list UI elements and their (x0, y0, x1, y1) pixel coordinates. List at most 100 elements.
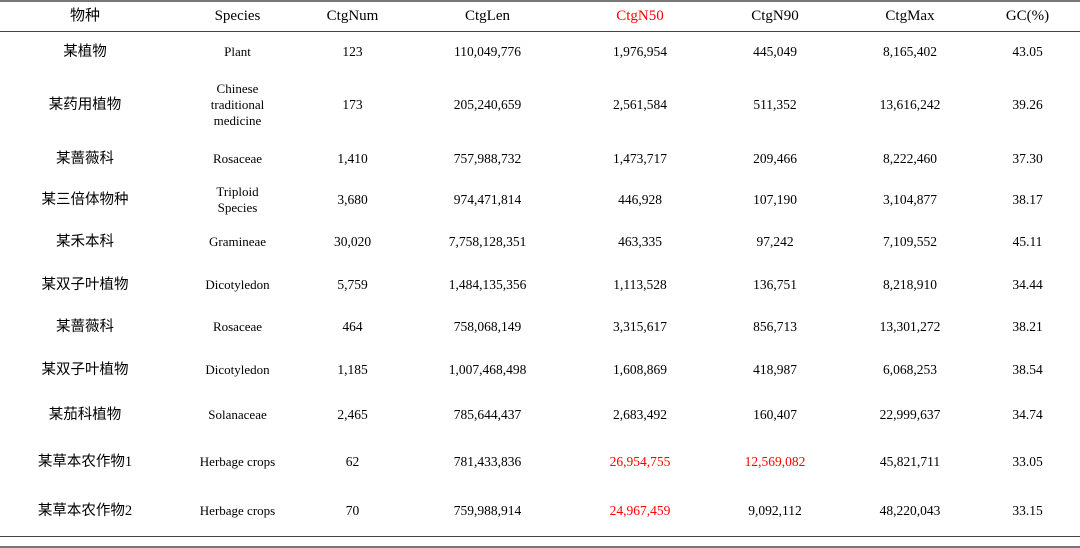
cell-ctgLen: 7,758,128,351 (448, 233, 527, 249)
cell-en: Plant (224, 43, 251, 59)
cell-ctgMax: 8,165,402 (883, 43, 937, 59)
cell-ctgNum: 1,185 (337, 361, 368, 377)
cell-cn: 某草本农作物2 (37, 502, 133, 519)
cell-ctgN50: 463,335 (618, 233, 662, 249)
col-header-ctgLen: CtgLen (465, 8, 510, 25)
cell-ctgN50: 1,976,954 (613, 43, 667, 59)
cell-gc: 45.11 (1012, 233, 1043, 249)
cell-cn: 某双子叶植物 (41, 361, 129, 378)
table-row: 某禾本科 Gramineae 30,020 7,758,128,351 463,335 9… (0, 220, 1080, 264)
cell-ctgMax: 3,104,877 (883, 191, 937, 207)
cell-ctgN50: 1,473,717 (613, 150, 667, 166)
cell-ctgN50: 26,954,755 (609, 453, 671, 469)
cell-ctgN90: 9,092,112 (748, 502, 802, 518)
cell-ctgN50: 2,683,492 (613, 406, 667, 422)
cell-ctgN90: 209,466 (753, 150, 797, 166)
cell-ctgNum: 2,465 (337, 406, 368, 422)
col-header-ctgMax: CtgMax (885, 8, 935, 25)
table-row: 某蔷薇科 Rosaceae 1,410 757,988,732 1,473,717 209… (0, 138, 1080, 180)
col-header-ctgN50: CtgN50 (616, 8, 664, 25)
cell-gc: 38.17 (1012, 191, 1043, 207)
cell-en: Dicotyledon (205, 276, 270, 292)
bottom-spacer (0, 537, 1080, 546)
table-row: 某双子叶植物 Dicotyledon 5,759 1,484,135,356 1,113… (0, 264, 1080, 306)
cell-en: Chinese traditional medicine (210, 80, 265, 129)
col-header-ctgNum: CtgNum (326, 8, 379, 25)
table-row: 某植物 Plant 123 110,049,776 1,976,954 445,049 8,… (0, 32, 1080, 72)
cell-ctgLen: 785,644,437 (453, 406, 522, 422)
table-top-rule (0, 0, 1080, 2)
cell-cn: 某三倍体物种 (41, 191, 129, 208)
cell-gc: 43.05 (1012, 43, 1043, 59)
col-header-gc: GC(%) (1005, 8, 1050, 25)
cell-ctgN90: 160,407 (753, 406, 797, 422)
cell-ctgLen: 1,484,135,356 (448, 276, 527, 292)
cell-cn: 某茄科植物 (48, 406, 122, 423)
cell-ctgNum: 464 (342, 318, 363, 334)
cell-en: Herbage crops (199, 502, 276, 518)
cell-gc: 39.26 (1012, 96, 1043, 112)
cell-ctgN90: 418,987 (753, 361, 797, 377)
cell-ctgN90: 12,569,082 (744, 453, 806, 469)
cell-ctgNum: 1,410 (337, 150, 368, 166)
cell-en: Rosaceae (212, 318, 263, 334)
cell-ctgN50: 1,113,528 (613, 276, 667, 292)
table-row: 某茄科植物 Solanaceae 2,465 785,644,437 2,683,492… (0, 392, 1080, 438)
cell-en: Rosaceae (212, 150, 263, 166)
cell-ctgN90: 97,242 (756, 233, 794, 249)
cell-cn: 某双子叶植物 (41, 276, 129, 293)
cell-cn: 某药用植物 (48, 96, 122, 113)
cell-ctgMax: 48,220,043 (879, 502, 941, 518)
cell-ctgN90: 445,049 (753, 43, 797, 59)
table-row: 某草本农作物2 Herbage crops 70 759,988,914 24,967,… (0, 486, 1080, 536)
cell-ctgMax: 13,301,272 (879, 318, 941, 334)
cell-ctgNum: 5,759 (337, 276, 368, 292)
cell-ctgMax: 7,109,552 (883, 233, 937, 249)
cell-gc: 37.30 (1012, 150, 1043, 166)
cell-ctgLen: 757,988,732 (453, 150, 522, 166)
table-row: 某草本农作物1 Herbage crops 62 781,433,836 26,954,… (0, 438, 1080, 486)
table-header-row: 物种 Species CtgNum CtgLen CtgN50 CtgN90 CtgMax G… (0, 2, 1080, 32)
cell-cn: 某蔷薇科 (56, 150, 114, 167)
cell-ctgLen: 758,068,149 (453, 318, 522, 334)
cell-ctgN50: 24,967,459 (609, 502, 671, 518)
cell-ctgN90: 511,352 (753, 96, 797, 112)
cell-ctgMax: 6,068,253 (883, 361, 937, 377)
cell-ctgMax: 45,821,711 (879, 453, 941, 469)
cell-ctgMax: 22,999,637 (879, 406, 941, 422)
cell-cn: 某植物 (63, 43, 107, 60)
cell-ctgNum: 30,020 (333, 233, 372, 249)
cell-en: Solanaceae (208, 406, 267, 422)
cell-cn: 某草本农作物1 (37, 453, 133, 470)
cell-ctgNum: 70 (345, 502, 360, 518)
cell-ctgMax: 8,222,460 (883, 150, 937, 166)
table-row: 某蔷薇科 Rosaceae 464 758,068,149 3,315,617 856,7… (0, 306, 1080, 348)
col-header-ctgN90: CtgN90 (751, 8, 799, 25)
cell-ctgLen: 1,007,468,498 (448, 361, 527, 377)
table-row: 某三倍体物种 Triploid Species 3,680 974,471,814 44… (0, 180, 1080, 220)
cell-gc: 38.21 (1012, 318, 1043, 334)
cell-gc: 34.44 (1012, 276, 1043, 292)
cell-ctgN50: 2,561,584 (613, 96, 667, 112)
cell-ctgN50: 1,608,869 (613, 361, 667, 377)
table-edge-rule (0, 546, 1080, 548)
cell-ctgLen: 781,433,836 (453, 453, 522, 469)
cell-ctgN50: 446,928 (618, 191, 662, 207)
cell-ctgLen: 974,471,814 (453, 191, 522, 207)
cell-en: Herbage crops (199, 453, 276, 469)
cell-cn: 某蔷薇科 (56, 318, 114, 335)
cell-ctgLen: 205,240,659 (453, 96, 522, 112)
cell-en: Gramineae (208, 233, 267, 249)
table-body: 某植物 Plant 123 110,049,776 1,976,954 445,049 8,… (0, 32, 1080, 536)
table-row: 某药用植物 Chinese traditional medicine 173 205,… (0, 72, 1080, 138)
cell-ctgMax: 13,616,242 (879, 96, 941, 112)
col-header-en: Species (214, 8, 261, 25)
cell-gc: 33.05 (1012, 453, 1043, 469)
cell-cn: 某禾本科 (56, 233, 114, 250)
cell-ctgLen: 759,988,914 (453, 502, 522, 518)
cell-ctgNum: 62 (345, 453, 360, 469)
cell-gc: 34.74 (1012, 406, 1043, 422)
table-bottom-rule (0, 536, 1080, 537)
cell-ctgN90: 856,713 (753, 318, 797, 334)
